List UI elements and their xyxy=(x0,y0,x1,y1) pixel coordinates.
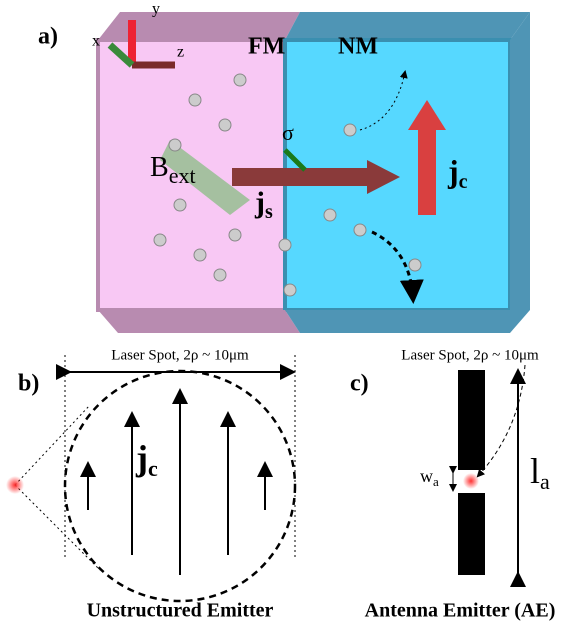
sub: a xyxy=(540,469,550,494)
laser-spot xyxy=(6,476,24,494)
panel-label: c) xyxy=(350,371,369,397)
laser-spot-label: Laser Spot, 2ρ ~ 10μm xyxy=(111,347,249,363)
sub: a xyxy=(433,474,439,489)
laser-spot-label: Laser Spot, 2ρ ~ 10μm xyxy=(401,347,539,363)
caption: Unstructured Emitter xyxy=(87,600,274,622)
main: j xyxy=(447,153,459,189)
main: l xyxy=(530,451,540,491)
jc-arrow xyxy=(408,100,446,215)
sub: c xyxy=(148,456,158,481)
unstructured-drawing xyxy=(14,355,297,603)
js-arrow xyxy=(232,160,400,194)
main: j xyxy=(254,186,265,219)
main: j xyxy=(135,438,148,478)
main: w xyxy=(420,466,433,486)
antenna-annotations xyxy=(449,364,526,587)
sub: ext xyxy=(169,163,196,188)
wa-label: wa xyxy=(420,466,439,489)
js-label: js xyxy=(254,186,273,223)
fm-label: FM xyxy=(248,34,285,60)
panel-label: a) xyxy=(38,24,58,50)
axes-icon xyxy=(107,20,175,69)
scatter-path xyxy=(371,230,424,304)
sigma-arrow xyxy=(283,148,307,172)
axis-label: z xyxy=(177,44,184,61)
sub: c xyxy=(459,171,468,193)
main: B xyxy=(150,152,169,183)
axis-label: y xyxy=(152,1,160,18)
b-ext-label: Bext xyxy=(150,152,196,188)
sample-box xyxy=(96,12,530,333)
spins xyxy=(153,73,422,297)
jc-label: jc xyxy=(135,438,158,481)
la-label: la xyxy=(530,451,550,494)
sigma-label: σ xyxy=(282,120,294,145)
panel-label: b) xyxy=(18,371,39,397)
antenna xyxy=(458,370,485,575)
axis-label: x xyxy=(92,33,100,50)
jc-label: jc xyxy=(447,153,468,192)
nm-label: NM xyxy=(338,34,378,60)
scatter-path xyxy=(359,70,408,131)
b-ext-arrow xyxy=(160,140,250,215)
caption: Antenna Emitter (AE) xyxy=(365,600,556,622)
sub: s xyxy=(265,201,273,223)
